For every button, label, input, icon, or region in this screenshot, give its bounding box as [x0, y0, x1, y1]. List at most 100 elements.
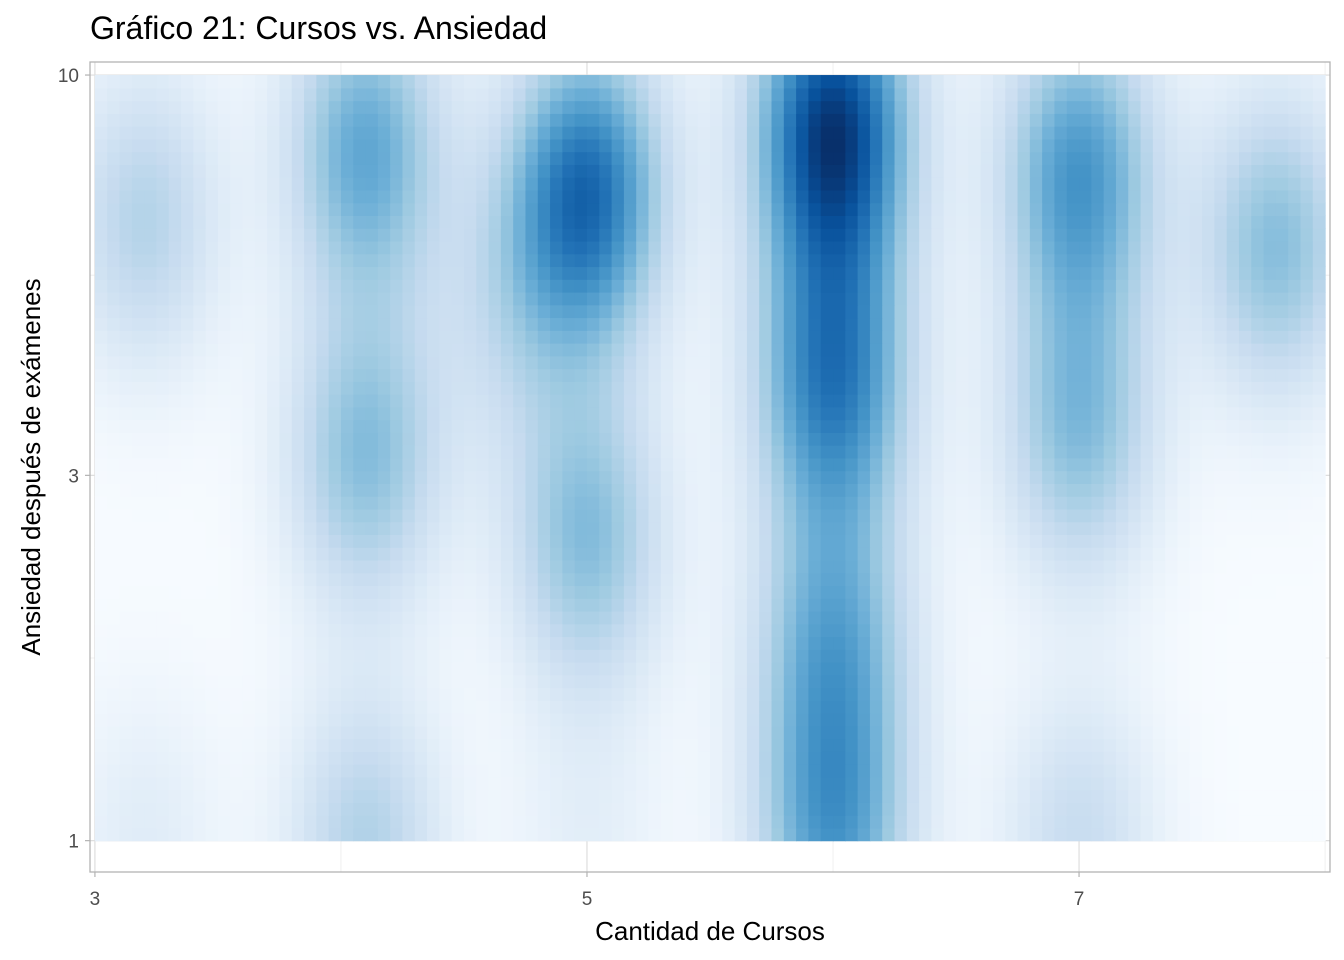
density-cell: [1263, 764, 1277, 778]
density-cell: [316, 304, 330, 319]
density-cell: [919, 610, 933, 625]
density-cell: [242, 368, 256, 382]
density-cell: [722, 432, 736, 446]
density-cell: [156, 789, 170, 803]
density-cell: [980, 649, 994, 663]
density-cell: [1079, 802, 1092, 816]
density-cell: [820, 496, 834, 510]
density-cell: [1091, 713, 1105, 727]
density-cell: [500, 636, 514, 650]
density-cell: [673, 687, 686, 701]
density-cell: [476, 291, 490, 306]
density-cell: [230, 508, 244, 523]
density-cell: [1165, 764, 1179, 778]
density-cell: [673, 215, 686, 229]
density-cell: [1226, 432, 1240, 446]
density-cell: [673, 381, 686, 395]
density-cell: [931, 521, 945, 535]
density-cell: [254, 215, 268, 229]
density-cell: [673, 406, 686, 421]
density-cell: [894, 291, 908, 306]
density-cell: [1140, 713, 1154, 727]
density-cell: [119, 674, 133, 689]
density-cell: [1115, 432, 1129, 446]
density-cell: [1042, 470, 1056, 484]
density-cell: [956, 381, 969, 395]
density-cell: [550, 317, 563, 331]
density-cell: [340, 662, 354, 676]
density-cell: [1079, 279, 1092, 293]
density-cell: [1251, 776, 1265, 791]
density-cell: [906, 572, 920, 587]
density-cell: [181, 330, 194, 344]
density-cell: [845, 521, 859, 535]
density-cell: [1042, 521, 1056, 535]
density-cell: [611, 317, 625, 331]
density-cell: [513, 496, 527, 510]
density-cell: [685, 585, 699, 599]
density-cell: [1054, 483, 1068, 497]
density-cell: [1128, 700, 1142, 714]
density-cell: [131, 521, 145, 535]
density-cell: [882, 827, 896, 842]
density-cell: [1103, 240, 1117, 255]
density-cell: [710, 610, 723, 625]
density-cell: [648, 713, 662, 727]
density-cell: [1115, 776, 1129, 791]
density-cell: [427, 534, 440, 548]
density-cell: [734, 343, 748, 357]
density-cell: [869, 215, 883, 229]
density-cell: [1275, 534, 1289, 548]
density-cell: [328, 649, 342, 663]
density-cell: [956, 764, 969, 778]
density-cell: [365, 445, 379, 459]
density-cell: [599, 674, 613, 689]
density-cell: [968, 713, 982, 727]
density-cell: [1288, 623, 1302, 638]
density-cell: [734, 585, 748, 599]
density-cell: [857, 700, 871, 714]
density-cell: [1115, 559, 1129, 574]
density-cell: [1066, 674, 1080, 689]
density-cell: [710, 738, 723, 752]
density-cell: [304, 725, 317, 740]
density-cell: [894, 432, 908, 446]
density-cell: [1165, 355, 1179, 370]
density-cell: [599, 457, 613, 472]
density-cell: [1214, 572, 1228, 587]
density-cell: [1005, 649, 1019, 663]
density-cell: [759, 815, 773, 829]
density-cell: [513, 330, 527, 344]
density-cell: [1238, 266, 1252, 280]
density-cell: [845, 751, 859, 765]
density-cell: [144, 445, 158, 459]
density-cell: [746, 700, 760, 714]
density-cell: [685, 330, 699, 344]
density-cell: [845, 202, 859, 216]
density-cell: [353, 508, 367, 523]
density-cell: [1140, 483, 1154, 497]
density-cell: [304, 317, 317, 331]
density-cell: [796, 623, 810, 638]
density-cell: [611, 394, 625, 408]
density-cell: [648, 559, 662, 574]
density-cell: [451, 240, 465, 255]
density-cell: [1054, 534, 1068, 548]
density-cell: [1226, 776, 1240, 791]
density-cell: [919, 547, 933, 561]
density-cell: [513, 406, 527, 421]
density-cell: [107, 381, 121, 395]
density-cell: [562, 304, 576, 319]
density-cell: [1202, 228, 1215, 242]
density-cell: [1054, 355, 1068, 370]
density-cell: [623, 368, 637, 382]
density-cell: [390, 406, 404, 421]
density-cell: [1103, 610, 1117, 625]
density-cell: [537, 598, 551, 612]
density-cell: [697, 776, 711, 791]
density-cell: [808, 751, 822, 765]
density-cell: [537, 534, 551, 548]
density-cell: [340, 432, 354, 446]
density-cell: [771, 266, 785, 280]
density-cell: [217, 266, 231, 280]
